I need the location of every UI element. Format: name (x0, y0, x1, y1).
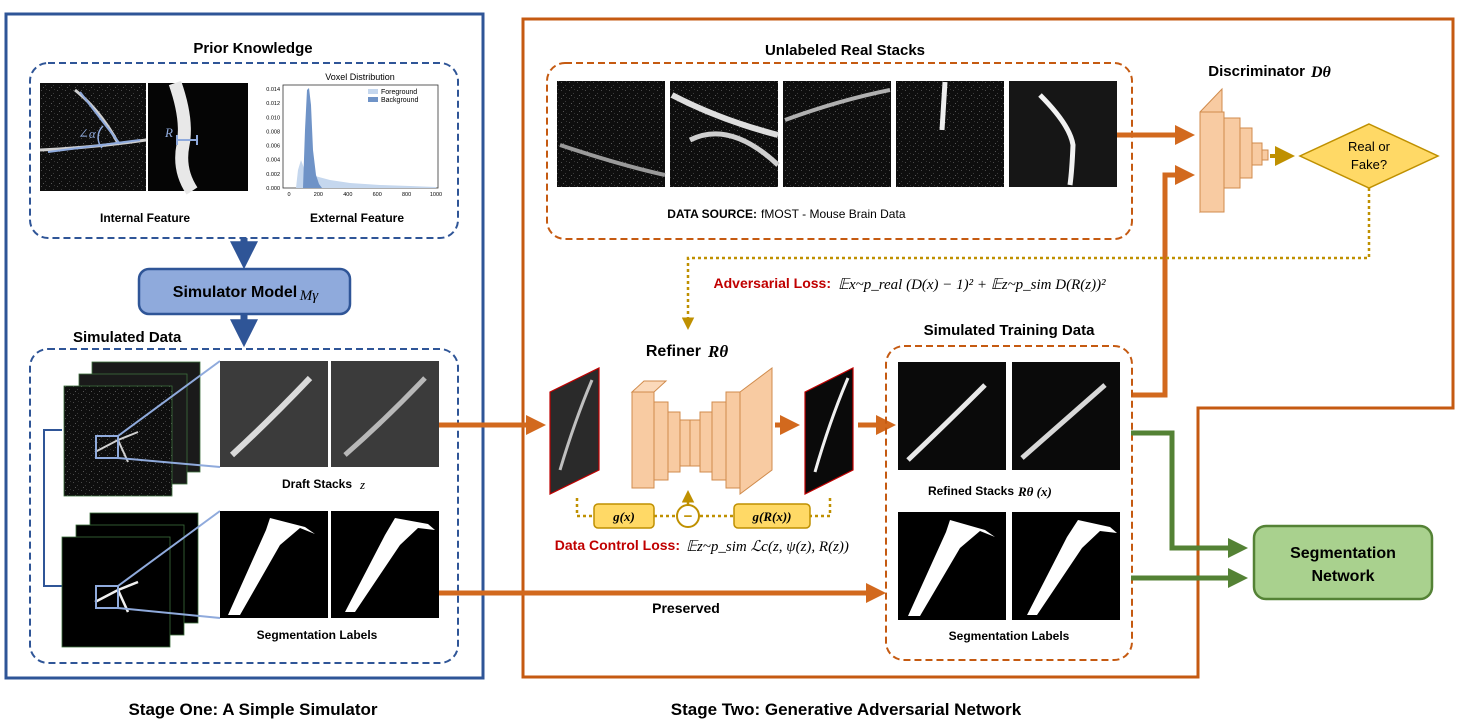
real-stack-images (557, 81, 1117, 187)
histogram-y-tick: 0.012 (266, 101, 280, 107)
real-stack-4 (896, 81, 1004, 187)
adversarial-loss-formula: 𝔼x~p_real (D(x) − 1)² + 𝔼z~p_sim D(R(z))… (838, 277, 1106, 293)
data-control-right-path (810, 498, 830, 516)
stage-one-caption: Stage One: A Simple Simulator (128, 700, 377, 719)
refiner-network (632, 368, 772, 494)
data-source-prefix: DATA SOURCE: (667, 207, 757, 221)
preserved-label: Preserved (652, 600, 720, 616)
legend-foreground: Foreground (381, 89, 417, 96)
foreground-distribution (303, 88, 322, 188)
simulated-data-title: Simulated Data (73, 329, 182, 346)
refiner-output-stack (805, 368, 853, 494)
histogram-x-tick: 800 (402, 192, 411, 198)
histogram-y-tick: 0.008 (266, 129, 280, 135)
discriminator-label: Discriminator (1208, 63, 1305, 80)
g-x-label: g(x) (612, 509, 635, 524)
external-feature-label: External Feature (310, 211, 404, 225)
data-control-loss-label: Data Control Loss: (555, 537, 680, 553)
unlabeled-title: Unlabeled Real Stacks (765, 42, 925, 59)
refiner-symbol: Rθ (707, 342, 728, 361)
prior-knowledge-title: Prior Knowledge (193, 40, 312, 57)
decision-line1: Real or (1348, 139, 1391, 154)
refined-stacks-label: Refined Stacks (928, 484, 1014, 498)
data-control-loss-formula: 𝔼z~p_sim ℒc(z, ψ(z), R(z)) (686, 539, 849, 555)
draft-stacks-volume (64, 362, 200, 496)
simulated-training-title: Simulated Training Data (924, 322, 1096, 339)
histogram-y-tick: 0.010 (266, 115, 280, 121)
histogram-x-tick: 400 (343, 192, 352, 198)
real-stack-3 (783, 81, 891, 187)
histogram-x-tick: 200 (314, 192, 323, 198)
discriminator-symbol: Dθ (1310, 64, 1332, 81)
seg-labels-label-stage2: Segmentation Labels (949, 629, 1070, 643)
volume-bracket (44, 430, 62, 586)
arrow-refined-to-segnet (1131, 433, 1240, 548)
histogram-y-tick: 0.002 (266, 172, 280, 178)
data-control-left-path (577, 498, 594, 516)
stage-two-caption: Stage Two: Generative Adversarial Networ… (671, 700, 1022, 719)
discriminator-network (1200, 89, 1268, 212)
simulator-model-label: Simulator Model (173, 284, 297, 301)
histogram-title: Voxel Distribution (325, 72, 395, 82)
segmentation-network-box (1254, 526, 1432, 599)
refined-stacks-symbol: Rθ (x) (1017, 484, 1052, 499)
internal-feature-label: Internal Feature (100, 211, 190, 225)
histogram-x-tick: 1000 (430, 192, 442, 198)
draft-stacks-label: Draft Stacks (282, 477, 352, 491)
segnet-line2: Network (1311, 568, 1374, 585)
refiner-input-stack (550, 368, 599, 494)
histogram-y-tick: 0.006 (266, 144, 280, 150)
legend-swatch-foreground (368, 89, 378, 94)
segnet-line1: Segmentation (1290, 545, 1396, 562)
adversarial-loss-label: Adversarial Loss: (714, 275, 832, 291)
histogram-x-tick: 600 (373, 192, 382, 198)
histogram-y-tick: 0.014 (266, 87, 280, 93)
histogram-y-tick: 0.000 (266, 186, 280, 192)
legend-background: Background (381, 97, 418, 104)
legend-swatch-background (368, 97, 378, 102)
real-or-fake-decision (1300, 124, 1438, 188)
refiner-label: Refiner (646, 343, 701, 360)
histogram-y-tick: 0.004 (266, 158, 280, 164)
angle-symbol: ∠α (78, 126, 97, 141)
draft-stacks-symbol: z (359, 477, 365, 492)
g-rx-label: g(R(x)) (752, 509, 792, 524)
data-source-text: fMOST - Mouse Brain Data (761, 207, 906, 221)
segmentation-label-volume (62, 513, 198, 647)
histogram-x-tick: 0 (287, 192, 290, 198)
arrow-refined-to-disc (1131, 175, 1187, 395)
radius-symbol: R (164, 125, 173, 140)
minus-symbol: − (684, 508, 693, 525)
decision-line2: Fake? (1351, 157, 1387, 172)
simulator-model-symbol: Mγ (299, 288, 319, 304)
real-stack-5 (1009, 81, 1117, 187)
voxel-histogram: Voxel Distribution 0.014 0.012 0.010 0.008 0… (266, 72, 442, 198)
seg-labels-label-stage1: Segmentation Labels (257, 628, 378, 642)
